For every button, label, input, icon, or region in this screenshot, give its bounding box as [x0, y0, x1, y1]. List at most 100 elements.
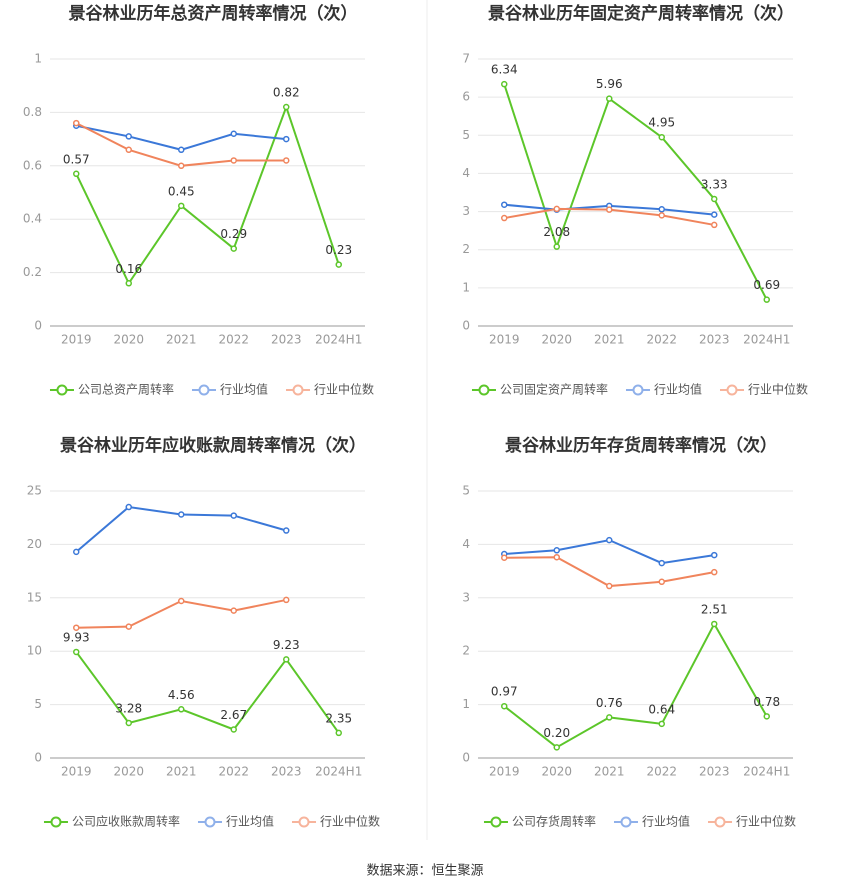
- data-label: 0.64: [648, 702, 675, 716]
- point: [658, 578, 665, 586]
- point: [606, 714, 613, 721]
- y-tick-label: 0.2: [23, 265, 42, 279]
- point: [125, 623, 132, 630]
- legend-marker: [56, 384, 68, 396]
- legend-label: 行业均值: [654, 382, 702, 397]
- data-label: 0.97: [491, 685, 518, 699]
- x-tick-label: 2021: [166, 765, 197, 779]
- point: [711, 195, 718, 203]
- chart-title: 景谷林业历年固定资产周转率情况（次）: [488, 3, 794, 24]
- data-label: 6.34: [491, 63, 518, 77]
- point: [178, 162, 185, 170]
- x-tick-label: 2020: [541, 765, 572, 779]
- x-tick-label: 2019: [61, 333, 92, 347]
- point: [125, 133, 132, 140]
- data-label: 2.67: [220, 708, 247, 722]
- series-line: [75, 104, 340, 286]
- legend-label: 行业中位数: [748, 382, 808, 397]
- x-tick-label: 2022: [646, 333, 677, 347]
- legend-marker: [478, 384, 490, 396]
- x-tick-label: 2024H1: [315, 333, 362, 347]
- data-label: 2.35: [325, 711, 352, 725]
- point: [501, 80, 508, 88]
- point: [335, 729, 342, 737]
- y-tick-label: 2: [462, 242, 470, 256]
- point: [73, 624, 80, 631]
- series-line: [75, 122, 287, 167]
- series-line: [504, 539, 715, 565]
- data-label: 0.16: [115, 262, 142, 276]
- x-tick-label: 2024H1: [315, 765, 362, 779]
- y-tick-label: 5: [34, 697, 42, 711]
- point: [501, 214, 508, 222]
- point: [658, 559, 665, 567]
- point: [178, 511, 185, 518]
- y-tick-label: 1: [34, 52, 42, 66]
- x-tick-label: 2023: [271, 333, 302, 347]
- series-line: [503, 621, 768, 749]
- point: [658, 212, 665, 219]
- legend-label: 行业中位数: [314, 382, 374, 397]
- x-tick-label: 2023: [699, 765, 730, 779]
- point: [553, 547, 560, 554]
- legend-marker: [204, 816, 216, 828]
- point: [230, 245, 237, 252]
- point: [658, 720, 665, 728]
- x-tick-label: 2021: [594, 333, 625, 347]
- point: [73, 548, 80, 556]
- point: [230, 130, 237, 138]
- chart-title: 景谷林业历年存货周转率情况（次）: [505, 435, 777, 456]
- legend-label: 公司应收账款周转率: [72, 814, 180, 829]
- legend-marker: [298, 816, 310, 828]
- legend-marker: [490, 816, 502, 828]
- point: [606, 206, 613, 213]
- data-label: 0.29: [220, 227, 247, 241]
- y-tick-label: 10: [27, 644, 42, 658]
- x-tick-label: 2022: [218, 333, 249, 347]
- data-label: 0.23: [325, 243, 352, 257]
- point: [283, 656, 290, 663]
- legend-marker: [50, 816, 62, 828]
- series-line: [503, 83, 768, 301]
- y-tick-label: 25: [27, 484, 42, 498]
- point: [606, 536, 613, 544]
- point: [553, 243, 560, 250]
- data-label: 3.33: [701, 177, 728, 191]
- legend-marker: [714, 816, 726, 828]
- data-label: 2.51: [701, 602, 728, 616]
- y-tick-label: 4: [462, 537, 470, 551]
- x-tick-label: 2019: [489, 765, 520, 779]
- point: [230, 157, 237, 164]
- point: [501, 554, 508, 561]
- point: [283, 103, 290, 111]
- data-label: 0.69: [753, 278, 780, 292]
- y-tick-label: 0.8: [23, 105, 42, 119]
- y-tick-label: 5: [462, 484, 470, 498]
- data-label: 0.20: [543, 726, 570, 740]
- y-tick-label: 20: [27, 537, 42, 551]
- point: [283, 157, 290, 164]
- y-tick-label: 0.4: [23, 212, 42, 226]
- point: [73, 119, 80, 127]
- data-label: 3.28: [115, 701, 142, 715]
- x-tick-label: 2020: [541, 333, 572, 347]
- y-tick-label: 0: [34, 751, 42, 765]
- data-label: 9.93: [63, 630, 90, 644]
- legend-label: 行业均值: [226, 814, 274, 829]
- y-tick-label: 0: [34, 319, 42, 333]
- legend-marker: [198, 384, 210, 396]
- data-label: 0.76: [596, 696, 623, 710]
- point: [125, 503, 132, 511]
- point: [178, 202, 185, 210]
- x-tick-label: 2023: [699, 333, 730, 347]
- x-tick-label: 2022: [218, 765, 249, 779]
- legend-marker: [620, 816, 632, 828]
- y-tick-label: 6: [462, 90, 470, 104]
- legend-label: 行业中位数: [320, 814, 380, 829]
- data-label: 0.82: [273, 86, 300, 100]
- x-tick-label: 2020: [113, 333, 144, 347]
- x-tick-label: 2023: [271, 765, 302, 779]
- point: [501, 702, 508, 710]
- legend-label: 公司存货周转率: [512, 814, 596, 829]
